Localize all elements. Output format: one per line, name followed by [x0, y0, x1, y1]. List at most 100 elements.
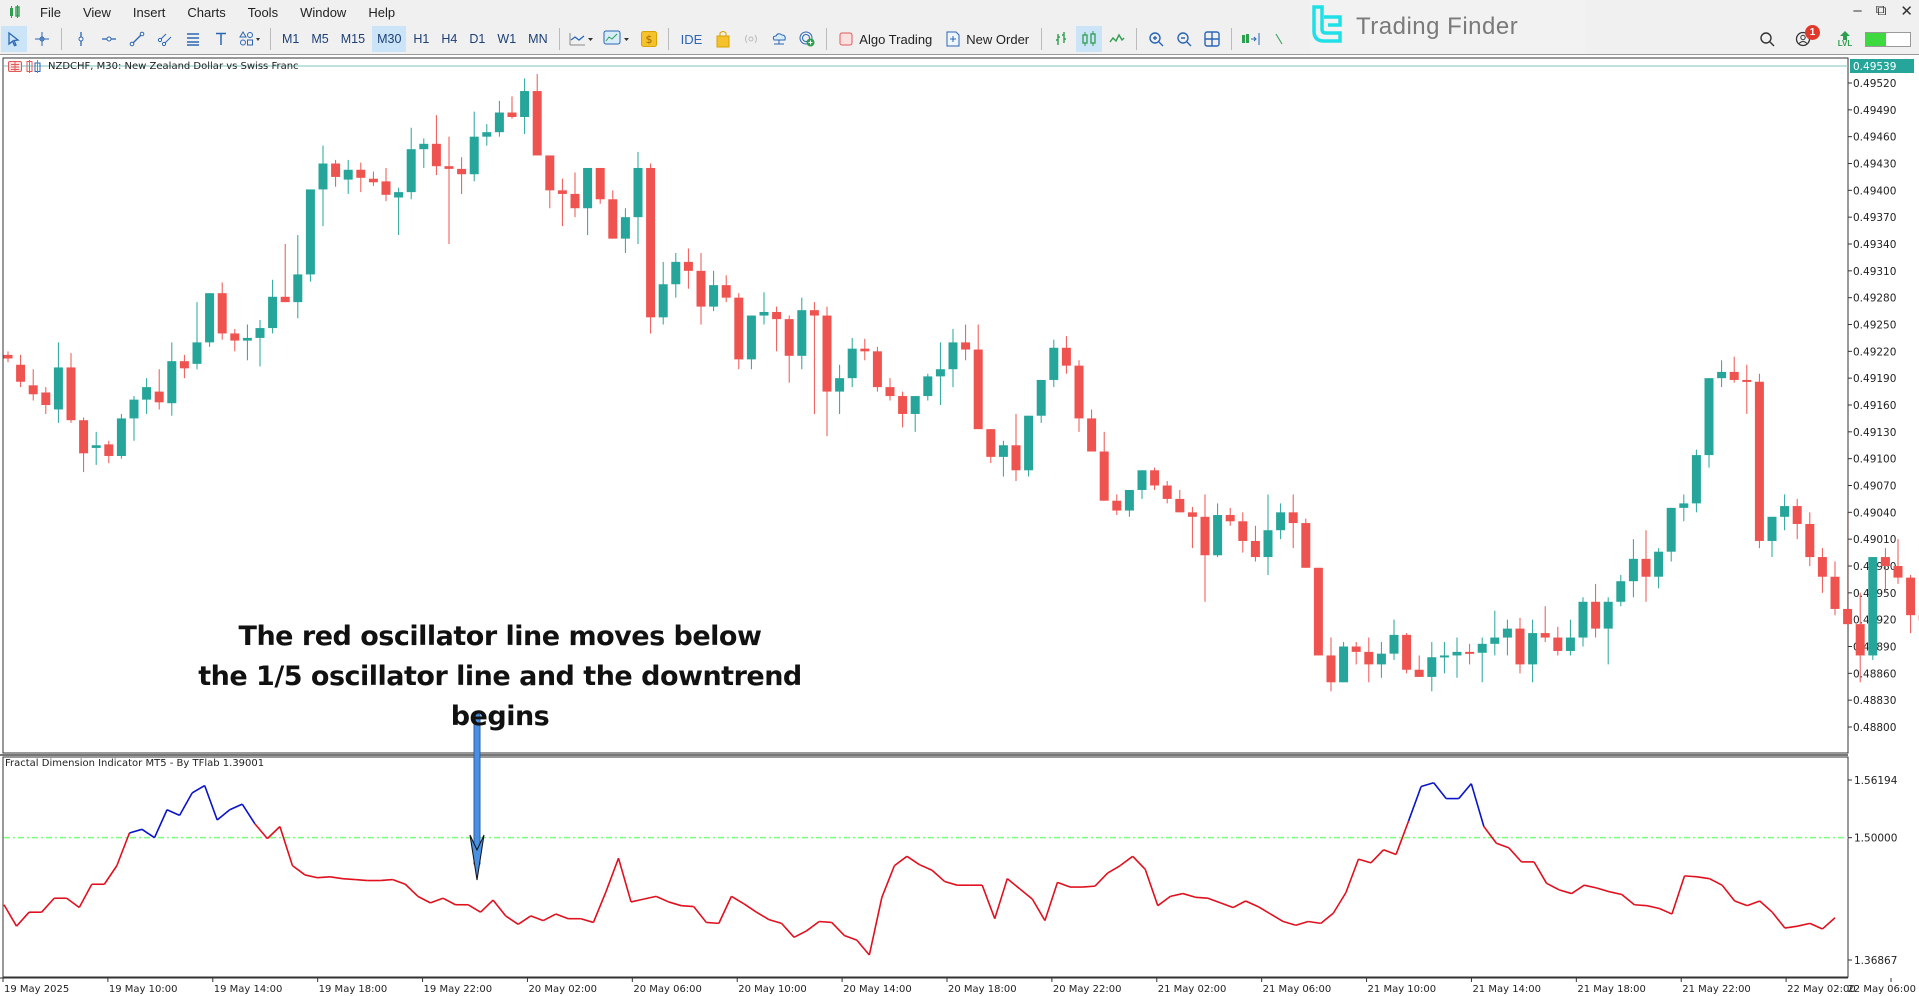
candle-body: [1061, 347, 1071, 366]
main-pane[interactable]: [2, 57, 1849, 754]
fibonacci-icon: [187, 33, 199, 46]
price-chart[interactable]: 0.49520 0.49490 0.49460 0.49430 0.49400 0.493…: [0, 54, 1919, 996]
menu-view[interactable]: View: [82, 4, 111, 20]
candle-body: [998, 445, 1008, 457]
menu-insert[interactable]: Insert: [132, 4, 166, 20]
candle-body: [532, 91, 542, 156]
oscillator-segment: [1646, 904, 1660, 910]
zoom-in-icon: [1149, 32, 1164, 47]
line-chart-icon: [569, 33, 593, 46]
vertical-line-tool-button[interactable]: [68, 26, 94, 52]
price-tick-label: 0.48860: [1853, 668, 1896, 680]
candlestick-chart-button[interactable]: [1076, 26, 1103, 52]
price-tick-label: 0.49370: [1853, 212, 1896, 224]
menu-file[interactable]: File: [40, 4, 61, 20]
text-tool-button[interactable]: [208, 26, 234, 52]
candle-body: [230, 333, 240, 341]
level-label: LVL: [1837, 38, 1853, 48]
chart-shift-button[interactable]: [1266, 26, 1292, 52]
tile-windows-button[interactable]: [1199, 26, 1225, 52]
candle-body: [784, 319, 794, 356]
price-tick-label: 0.49070: [1853, 481, 1896, 493]
timeframe-d1[interactable]: D1: [469, 32, 486, 46]
signals-button[interactable]: [738, 26, 764, 52]
market-bag-button[interactable]: [710, 26, 736, 52]
time-tick-label: 20 May 22:00: [1053, 984, 1122, 995]
timeframe-m5[interactable]: M5: [311, 32, 329, 46]
time-tick-label: 19 May 14:00: [214, 984, 283, 995]
broadcast-icon: [745, 34, 758, 44]
community-button[interactable]: [794, 26, 820, 52]
timeframe-m1[interactable]: M1: [282, 32, 300, 46]
indicators-dropdown-button[interactable]: [566, 26, 598, 52]
time-tick-label: 21 May 18:00: [1577, 984, 1646, 995]
candle-body: [3, 354, 13, 359]
oscillator-segment: [1784, 925, 1798, 929]
algo-trading-button[interactable]: Algo Trading: [833, 26, 938, 52]
market-button[interactable]: $: [636, 26, 662, 52]
oscillator-segment: [1809, 922, 1823, 930]
horizontal-line-tool-button[interactable]: [96, 26, 122, 52]
new-order-button[interactable]: New Order: [940, 26, 1035, 52]
cursor-tool-button[interactable]: [1, 26, 27, 52]
candle-body: [1150, 470, 1160, 486]
timeframe-m30[interactable]: M30: [372, 26, 407, 52]
zoom-in-button[interactable]: [1143, 26, 1169, 52]
oscillator-segment: [681, 904, 694, 908]
zoom-out-button[interactable]: [1171, 26, 1197, 52]
oscillator-segment: [1634, 903, 1647, 907]
vps-button[interactable]: [766, 26, 792, 52]
candles: [3, 74, 1919, 692]
timeframe-m15[interactable]: M15: [340, 32, 366, 46]
candle-body: [394, 192, 404, 198]
account-button[interactable]: 1: [1791, 25, 1820, 52]
oscillator-segment: [279, 826, 294, 866]
line-chart-button[interactable]: [1104, 26, 1130, 52]
channel-tool-button[interactable]: [152, 26, 178, 52]
oscillator-segment: [1759, 900, 1773, 913]
oscillator-segment: [3, 904, 18, 927]
menu-help[interactable]: Help: [368, 4, 396, 20]
timeframe-w1[interactable]: W1: [497, 32, 517, 46]
candle-body: [469, 136, 479, 175]
fibonacci-tool-button[interactable]: [180, 26, 206, 52]
menu-tools[interactable]: Tools: [247, 4, 279, 20]
oscillator-segment: [693, 906, 707, 923]
restore-button[interactable]: ⧉: [1875, 2, 1887, 19]
oscillator-segment: [191, 784, 206, 794]
candle-body: [217, 293, 227, 334]
timeframe-h4[interactable]: H4: [441, 32, 458, 46]
bar-chart-icon: [1056, 32, 1067, 45]
candle-body: [457, 168, 467, 175]
bar-chart-button[interactable]: [1048, 26, 1074, 52]
oscillator-segment: [1207, 897, 1221, 904]
time-tick-label: 22 May 02:00: [1787, 984, 1856, 995]
trading-finder-logo-icon: [1312, 5, 1342, 43]
time-tick-label: 21 May 10:00: [1368, 984, 1437, 995]
close-button[interactable]: ✕: [1900, 3, 1913, 20]
candle-body: [671, 261, 681, 285]
oscillator-segment: [1245, 900, 1259, 908]
app-logo-icon: [10, 5, 20, 18]
shapes-tool-button[interactable]: [236, 26, 264, 52]
candle-body: [1339, 646, 1349, 683]
menu-window[interactable]: Window: [300, 4, 347, 20]
minimize-button[interactable]: –: [1853, 2, 1862, 19]
candle-body: [948, 342, 958, 370]
timeframe-h1[interactable]: H1: [413, 32, 430, 46]
templates-dropdown-button[interactable]: [600, 26, 634, 52]
candle-body: [305, 189, 315, 275]
level-up-button[interactable]: LVL: [1832, 26, 1858, 52]
autoscroll-button[interactable]: [1238, 26, 1264, 52]
candle-body: [1263, 530, 1273, 558]
crosshair-tool-button[interactable]: [29, 26, 55, 52]
candle-body: [1893, 566, 1903, 578]
menu-charts[interactable]: Charts: [187, 4, 226, 20]
timeframe-mn[interactable]: MN: [528, 32, 548, 46]
candle-body: [772, 311, 782, 320]
ide-button[interactable]: IDE: [680, 31, 703, 47]
trendline-tool-button[interactable]: [124, 26, 150, 52]
search-button[interactable]: [1754, 26, 1780, 52]
oscillator-segment: [1119, 855, 1134, 867]
oscillator-segment: [981, 884, 996, 919]
